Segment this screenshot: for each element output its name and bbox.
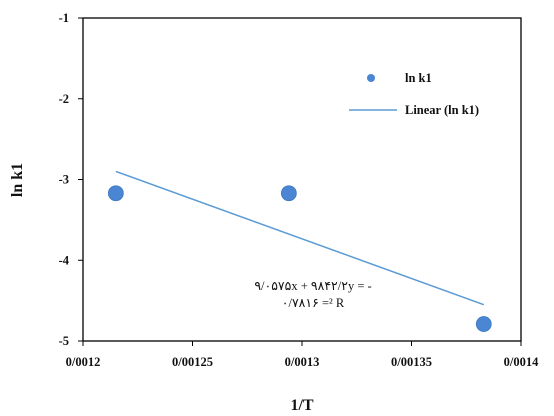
x-axis-title: 1/T xyxy=(290,397,313,414)
x-tick-label: 0/0013 xyxy=(285,355,320,369)
y-tick-label: -4 xyxy=(59,253,70,267)
plot-area xyxy=(82,17,522,342)
x-tick-label: 0/0012 xyxy=(66,355,101,369)
y-tick-label: -3 xyxy=(59,173,69,187)
series-layer xyxy=(107,170,492,332)
x-tick-label: 0/0014 xyxy=(504,355,539,369)
y-axis-ticks: -1 -2 -3 -4 -5 xyxy=(59,11,83,348)
x-axis-ticks: 0/0012 0/00125 0/0013 0/00135 0/0014 xyxy=(66,341,539,369)
data-point xyxy=(475,316,492,332)
legend-label-linear: Linear (ln k1) xyxy=(405,103,479,117)
y-tick-label: -2 xyxy=(59,92,69,106)
trendline-equation: ۹/۰۵۷۵x + ۹۸۴۲/۲y = - xyxy=(254,279,371,293)
trendline xyxy=(115,170,485,306)
data-point xyxy=(107,185,124,202)
legend-label-ln-k1: ln k1 xyxy=(405,71,432,85)
legend-marker-ln-k1 xyxy=(367,74,375,82)
data-point xyxy=(280,185,297,202)
legend: ln k1 Linear (ln k1) xyxy=(349,71,479,117)
x-tick-label: 0/00125 xyxy=(172,355,213,369)
y-tick-label: -1 xyxy=(59,11,69,25)
trendline-r-squared: ۰/۷۸۱۶ =² R xyxy=(282,296,345,310)
y-axis-title: ln k1 xyxy=(9,163,26,197)
y-tick-label: -5 xyxy=(59,334,69,348)
x-tick-label: 0/00135 xyxy=(391,355,432,369)
